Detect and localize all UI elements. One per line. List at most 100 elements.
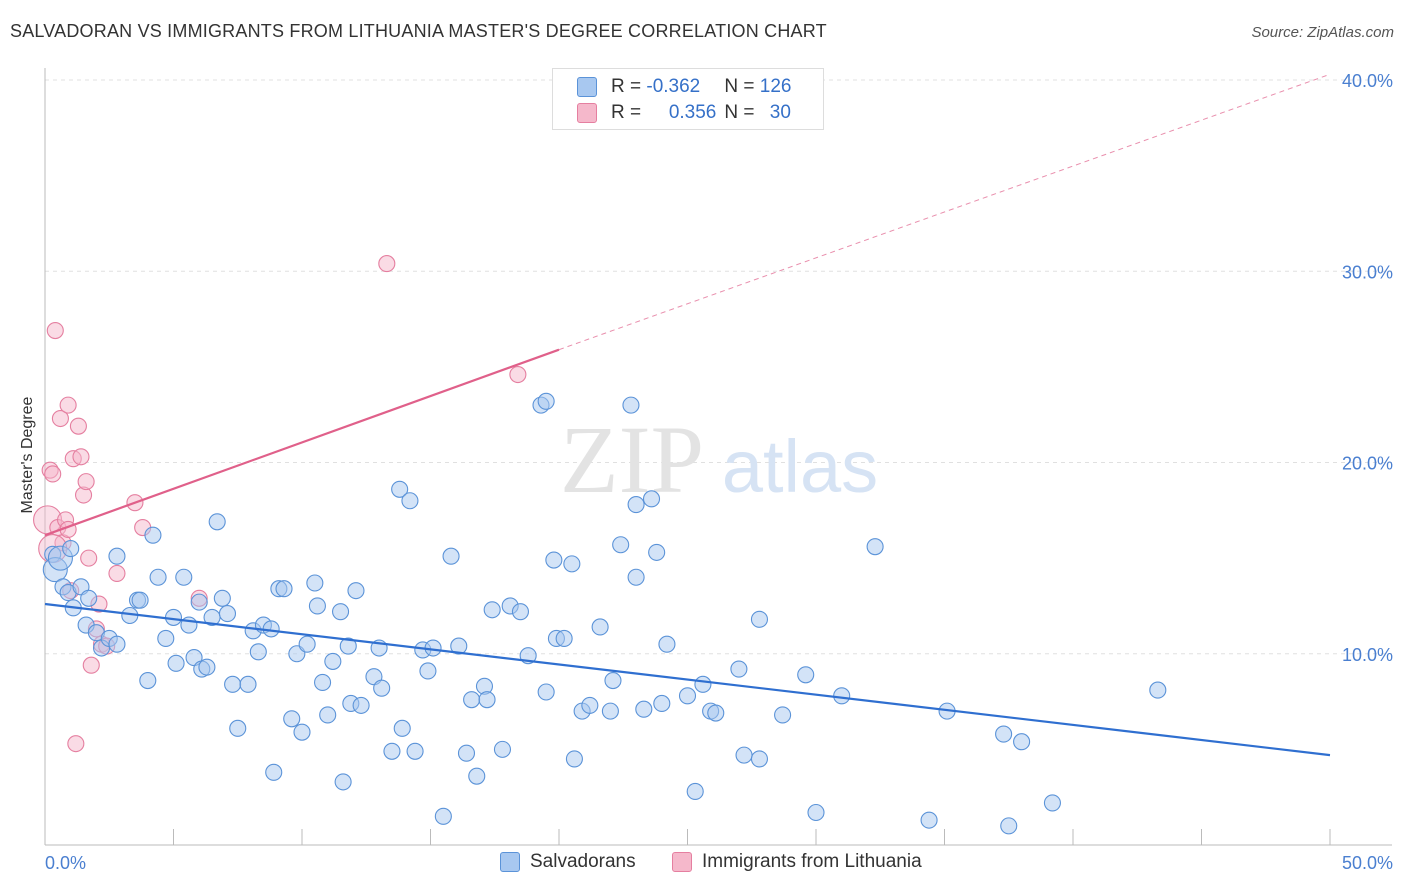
lithuania-point [67,735,85,753]
salvadoran-point [339,637,357,655]
salvadoran-point [707,704,725,722]
salvadoran-point [198,658,216,676]
salvadoran-point [478,691,496,709]
salvadoran-point [275,580,293,598]
lithuania-point [82,656,100,674]
salvadoran-point [866,538,884,556]
salvadoran-point [308,597,326,615]
salvadoran-point [565,750,583,768]
lithuania-trend-extension [558,73,1331,351]
salvadoran-point [131,591,149,609]
salvadoran-point [995,725,1013,743]
y-tick-label: 40.0% [1342,71,1393,91]
legend-r-label: R = [611,76,647,97]
salvadoran-point [213,589,231,607]
salvadoran-point [442,547,460,565]
salvadoran-point [319,706,337,724]
salvadoran-point [627,568,645,586]
salvadoran-point [144,526,162,544]
legend-swatch-salvadorans [577,77,597,97]
watermark-zip: ZIP [560,406,704,513]
salvadoran-point [314,673,332,691]
legend-n-value: 30 [769,102,791,123]
lithuania-point [69,417,87,435]
salvadoran-point [678,687,697,705]
lithuania-point [72,448,90,466]
salvadoran-point [1043,794,1061,812]
salvadoran-point [306,574,324,592]
salvadoran-point [108,635,126,653]
chart-title: SALVADORAN VS IMMIGRANTS FROM LITHUANIA … [10,21,827,41]
salvadoran-point [627,496,645,514]
salvadoran-point [833,687,851,705]
salvadoran-point [493,740,512,758]
salvadoran-point [352,696,370,714]
salvadoran-point [406,742,424,760]
salvadoran-point [463,691,481,709]
salvadoran-point [218,605,237,623]
salvadoran-point [347,582,365,600]
lithuania-trend-line [44,348,560,537]
lithuania-point [378,255,396,273]
salvadoran-point [468,767,486,785]
salvadoran-point [511,603,530,621]
salvadoran-point [1149,681,1167,699]
salvadoran-point [483,601,501,619]
salvadoran-point [149,568,167,586]
salvadoran-point [730,660,748,678]
salvadoran-point [555,629,573,648]
salvadoran-point [108,547,126,565]
lithuania-point [509,365,527,384]
salvadoran-point [694,675,712,693]
series-lithuania-points [33,255,527,753]
salvadoran-point [1000,817,1018,835]
salvadoran-point [735,746,753,764]
legend-r-value: -0.362 [646,76,701,97]
salvadoran-point [324,652,342,670]
salvadoran-point [391,480,409,498]
bottom-legend: Salvadorans Immigrants from Lithuania [0,851,1406,877]
salvadoran-point [62,540,80,558]
legend-box: R = -0.362 N = 126 R = 0.356 N = 30 [552,68,824,130]
salvadoran-point [807,803,825,822]
salvadoran-point [298,635,316,653]
salvadoran-point [612,536,630,554]
trend-lines [44,73,1331,757]
y-tick-label: 30.0% [1342,262,1393,282]
salvadoran-point [750,610,769,628]
x-tick-label: 0.0% [45,853,86,873]
salvadoran-point [635,700,653,718]
salvadoran-point [139,671,157,690]
lithuania-point [46,321,64,340]
gridlines [45,79,1392,655]
lithuania-point [59,396,77,414]
salvadoran-point [208,513,226,531]
lithuania-point [80,549,98,567]
series-salvadorans-points [42,392,1167,835]
salvadoran-point [450,637,468,655]
legend-n-value: 126 [759,76,792,97]
salvadoran-point [563,555,581,573]
salvadoran-point [658,635,676,653]
lithuania-point [77,473,95,491]
salvadoran-point [581,696,599,714]
legend-n-label: N = [724,76,760,97]
axes [44,68,1392,846]
salvadoran-point [774,706,792,724]
legend-swatch-lithuania [577,103,597,123]
bottom-legend-swatch-salvadorans [500,852,520,872]
salvadoran-point [434,807,452,825]
bottom-legend-swatch-lithuania [672,852,692,872]
salvadoran-point [537,683,555,701]
salvadoran-point [331,603,350,621]
y-tick-label: 10.0% [1342,645,1393,665]
salvadoran-point [920,811,938,829]
salvadoran-point [622,396,640,414]
salvadoran-point [750,750,769,768]
salvadoran-point [686,782,704,801]
salvadoran-point [537,392,555,410]
salvadoran-point [797,666,815,684]
salvadoran-point [175,568,193,586]
salvadoran-point [249,643,267,661]
